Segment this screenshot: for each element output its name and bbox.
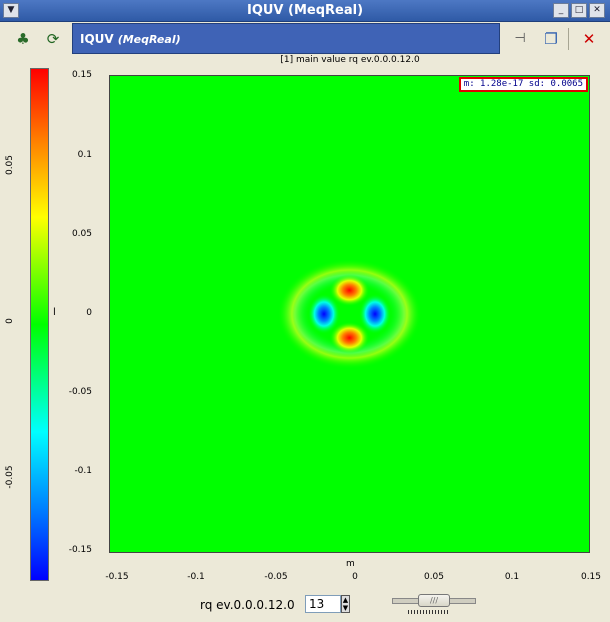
y-tick: 0.05	[71, 229, 92, 239]
x-axis-label: m	[346, 559, 355, 569]
float-window-icon[interactable]: ❐	[544, 30, 558, 48]
y-tick: 0	[86, 308, 92, 318]
maximize-button[interactable]: □	[571, 3, 587, 18]
pin-icon[interactable]: ⊣	[514, 31, 526, 46]
colorbar-tick: 0.05	[5, 154, 15, 176]
close-icon[interactable]: ✕	[582, 30, 596, 48]
slider-ticks	[408, 610, 448, 614]
y-tick: -0.05	[68, 387, 92, 397]
refresh-icon[interactable]: ⟳	[46, 30, 60, 48]
heatmap-peak-positive	[329, 321, 370, 354]
plot-title-main: IQUV	[80, 32, 114, 46]
heatmap-peak-positive	[329, 274, 370, 307]
y-tick: -0.1	[74, 466, 92, 476]
toolbar-separator	[568, 28, 569, 50]
y-tick: -0.15	[68, 545, 92, 555]
spin-arrows-icon[interactable]: ▲ ▼	[341, 595, 350, 613]
collapse-icon[interactable]: ▼	[3, 3, 19, 18]
x-tick: 0	[352, 572, 358, 582]
heatmap-peak-negative	[307, 294, 340, 334]
sequence-spinbox[interactable]: 13	[305, 595, 341, 613]
plot-title: IQUV (MeqReal)	[80, 32, 181, 46]
colorbar-tick: -0.05	[5, 465, 15, 489]
request-label: rq ev.0.0.0.12.0	[200, 598, 295, 612]
stats-box: m: 1.28e-17 sd: 0.0065	[458, 77, 588, 92]
y-axis-label: l	[53, 307, 56, 318]
heatmap-ring	[277, 259, 422, 369]
plot-title-sub: (MeqReal)	[117, 33, 181, 46]
x-tick: -0.15	[105, 572, 129, 582]
heatmap-peak-negative	[359, 294, 392, 334]
plot-title-bar: IQUV (MeqReal)	[72, 23, 500, 54]
x-tick: 0.1	[504, 572, 520, 582]
window-title: IQUV (MeqReal)	[246, 3, 364, 18]
x-tick: 0.15	[580, 572, 602, 582]
x-tick: -0.05	[264, 572, 288, 582]
toolbar: ♣ ⟳ IQUV (MeqReal) ⊣ ❐ ✕	[0, 22, 610, 56]
x-tick: -0.1	[187, 572, 205, 582]
colorbar	[30, 68, 49, 581]
heatmap-plot[interactable]: m: 1.28e-17 sd: 0.0065	[109, 75, 590, 553]
x-tick: 0.05	[423, 572, 445, 582]
minimize-button[interactable]: _	[553, 3, 569, 18]
plot-subtitle: [1] main value rq ev.0.0.0.12.0	[280, 55, 420, 65]
colorbar-tick: 0	[5, 318, 15, 324]
nodes-icon[interactable]: ♣	[16, 30, 30, 48]
heatmap-svg	[277, 259, 422, 369]
y-tick: 0.1	[77, 150, 92, 160]
y-tick: 0.15	[71, 70, 92, 80]
close-window-button[interactable]: ✕	[589, 3, 605, 18]
window-titlebar[interactable]: ▼ IQUV (MeqReal) _ □ ✕	[0, 0, 610, 22]
slider-thumb[interactable]: ///	[418, 594, 450, 607]
